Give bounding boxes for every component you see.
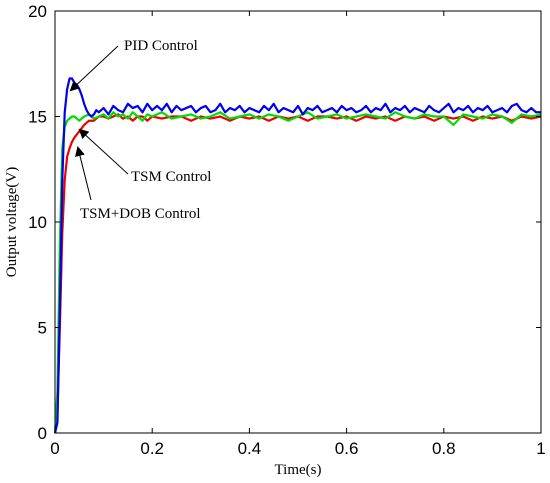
y-tick-label: 20 xyxy=(28,2,47,21)
pid-annotation-label: PID Control xyxy=(124,38,198,54)
x-tick-label: 0.4 xyxy=(238,439,262,458)
pid-annotation-arrow xyxy=(69,45,119,92)
y-tick-label: 0 xyxy=(38,424,47,443)
series-line-tsm-control xyxy=(53,111,542,434)
x-tick-label: 0.8 xyxy=(432,439,456,458)
tsm-dob-annotation-arrow xyxy=(75,146,92,201)
annotation-layer: PID Control TSM Control TSM+DOB Control xyxy=(69,38,211,222)
x-tick-label: 0.6 xyxy=(335,439,359,458)
x-tick-label: 0 xyxy=(50,439,59,458)
y-tick-label: 5 xyxy=(38,319,47,338)
tsm-dob-annotation-label: TSM+DOB Control xyxy=(80,206,201,222)
series-layer xyxy=(53,77,542,434)
x-tick-label: 0.2 xyxy=(140,439,164,458)
y-tick-label: 15 xyxy=(28,108,47,127)
y-tick-label: 10 xyxy=(28,213,47,232)
series-line-pid-control xyxy=(53,77,541,434)
plot-area-frame xyxy=(54,10,542,434)
series-line-tsm-dob-control xyxy=(53,113,542,434)
x-tick-label: 1 xyxy=(536,439,545,458)
x-axis-label: Time(s) xyxy=(275,462,322,478)
tsm-annotation-label: TSM Control xyxy=(131,169,211,185)
tsm-annotation-arrow xyxy=(78,128,129,175)
y-axis-label: Output voltage(V) xyxy=(4,167,20,277)
